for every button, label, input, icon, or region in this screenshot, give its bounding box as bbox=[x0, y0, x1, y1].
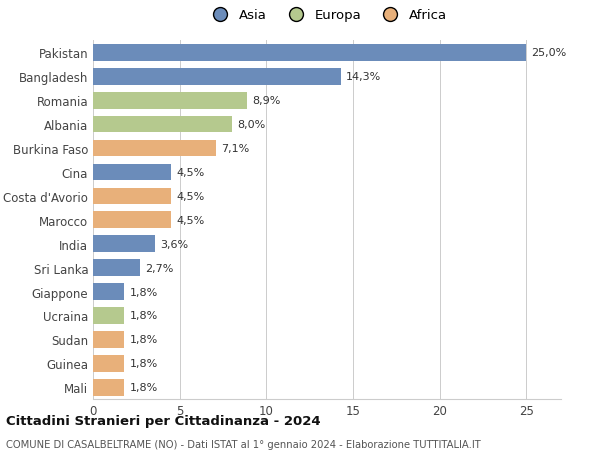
Bar bbox=[93, 212, 171, 229]
Bar bbox=[93, 379, 124, 396]
Bar bbox=[93, 236, 155, 252]
Text: 8,0%: 8,0% bbox=[237, 120, 265, 130]
Text: 1,8%: 1,8% bbox=[130, 311, 158, 321]
Text: 7,1%: 7,1% bbox=[221, 144, 250, 154]
Text: Cittadini Stranieri per Cittadinanza - 2024: Cittadini Stranieri per Cittadinanza - 2… bbox=[6, 414, 320, 428]
Bar bbox=[93, 331, 124, 348]
Text: 25,0%: 25,0% bbox=[532, 48, 567, 58]
Text: 4,5%: 4,5% bbox=[176, 215, 205, 225]
Text: 8,9%: 8,9% bbox=[253, 96, 281, 106]
Text: 3,6%: 3,6% bbox=[161, 239, 189, 249]
Bar bbox=[93, 355, 124, 372]
Text: 2,7%: 2,7% bbox=[145, 263, 173, 273]
Bar bbox=[93, 308, 124, 324]
Bar bbox=[93, 69, 341, 85]
Text: 14,3%: 14,3% bbox=[346, 72, 382, 82]
Legend: Asia, Europa, Africa: Asia, Europa, Africa bbox=[202, 4, 452, 28]
Bar bbox=[93, 117, 232, 133]
Text: 4,5%: 4,5% bbox=[176, 168, 205, 178]
Text: 1,8%: 1,8% bbox=[130, 382, 158, 392]
Bar bbox=[93, 45, 526, 62]
Text: COMUNE DI CASALBELTRAME (NO) - Dati ISTAT al 1° gennaio 2024 - Elaborazione TUTT: COMUNE DI CASALBELTRAME (NO) - Dati ISTA… bbox=[6, 440, 481, 449]
Text: 1,8%: 1,8% bbox=[130, 358, 158, 369]
Bar bbox=[93, 164, 171, 181]
Bar bbox=[93, 188, 171, 205]
Bar bbox=[93, 140, 216, 157]
Text: 1,8%: 1,8% bbox=[130, 335, 158, 345]
Bar bbox=[93, 260, 140, 276]
Bar bbox=[93, 93, 247, 109]
Text: 4,5%: 4,5% bbox=[176, 191, 205, 202]
Bar bbox=[93, 284, 124, 300]
Text: 1,8%: 1,8% bbox=[130, 287, 158, 297]
